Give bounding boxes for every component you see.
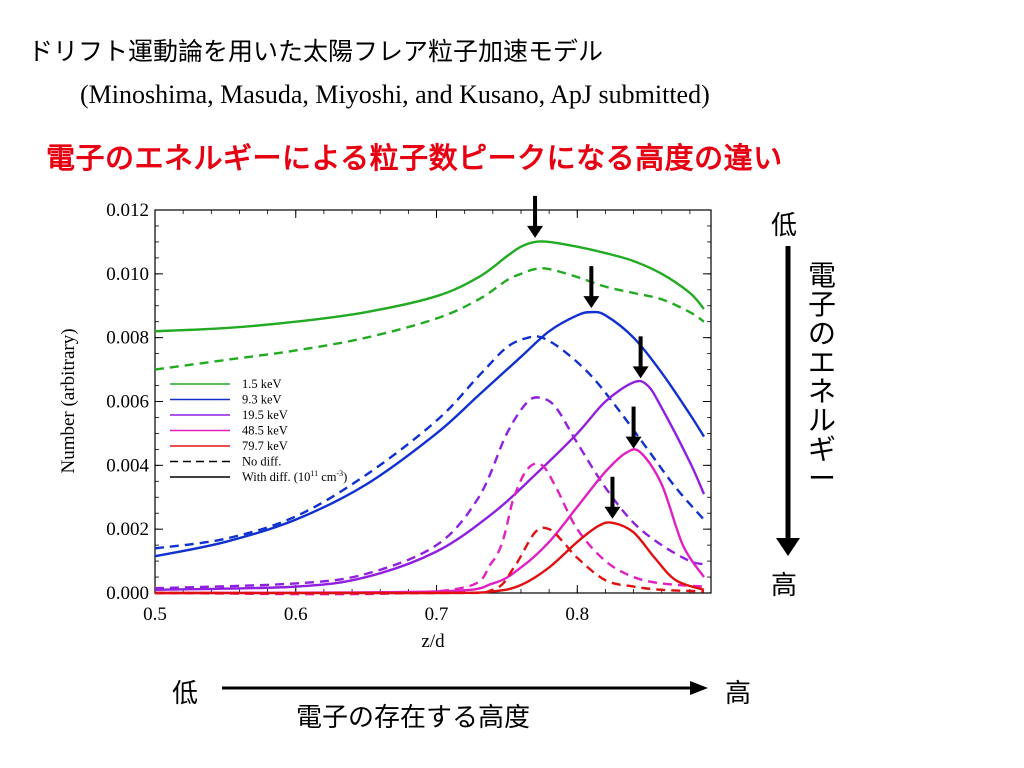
series-line [154, 462, 705, 596]
series-line [154, 335, 705, 550]
energy-axis-label: 電子のエネルギー [805, 262, 839, 494]
legend-entry: 48.5 keV [242, 424, 288, 438]
energy-label-char: 電 [807, 261, 836, 292]
series-line [154, 526, 705, 595]
plot-frame [154, 209, 712, 594]
energy-label-char: 子 [807, 290, 836, 321]
y-tick-label: 0.008 [106, 328, 149, 349]
y-tick-label: 0.002 [106, 519, 149, 540]
series-line [154, 240, 705, 333]
altitude-axis-label: 電子の存在する高度 [296, 703, 531, 732]
legend-entry: 19.5 keV [242, 408, 288, 422]
legend-entry: 1.5 keV [242, 377, 282, 391]
legend-entry: 9.3 keV [242, 393, 282, 407]
slide-subtitle: 電子のエネルギーによる粒子数ピークになる高度の違い [46, 143, 783, 175]
energy-label-char: ギ [807, 435, 836, 466]
energy-label-char: エ [807, 348, 836, 379]
x-axis-label: z/d [421, 631, 445, 652]
peak-arrow-head [632, 366, 649, 379]
y-axis-label: Number (arbitrary) [58, 328, 79, 473]
axis-ticks: 0.5 0.6 0.7 0.8 0.000 0.002 0.004 0.006 0.008 0.0… [106, 200, 711, 625]
series-line [154, 379, 706, 592]
energy-label-char: ー [807, 464, 836, 495]
series-line [154, 267, 705, 371]
x-tick-label: 0.5 [143, 604, 167, 625]
energy-arrow-head [776, 538, 800, 556]
peak-arrows [527, 195, 649, 519]
energy-low-label: 低 [771, 211, 798, 240]
y-tick-label: 0.010 [106, 264, 149, 285]
energy-label-char: ル [807, 406, 836, 437]
energy-high-label: 高 [771, 571, 798, 600]
altitude-low-label: 低 [172, 679, 199, 708]
x-tick-label: 0.7 [425, 604, 449, 625]
energy-label-char: の [807, 319, 836, 350]
peak-arrow-head [625, 436, 642, 449]
peak-arrow-head [583, 296, 600, 309]
peak-arrow-head [527, 225, 544, 238]
y-tick-label: 0.004 [106, 455, 149, 476]
y-tick-label: 0.000 [106, 583, 149, 604]
x-tick-label: 0.6 [284, 604, 308, 625]
series-line [154, 310, 705, 558]
slide-title: ドリフト運動論を用いた太陽フレア粒子加速モデル [28, 39, 604, 66]
altitude-arrow-head [690, 681, 708, 695]
energy-label-char: ネ [807, 377, 836, 408]
x-tick-label: 0.8 [565, 604, 589, 625]
series-lines [154, 240, 706, 596]
reference-citation: (Minoshima, Masuda, Miyoshi, and Kusano,… [80, 80, 710, 109]
legend-entry: 79.7 keV [242, 439, 288, 453]
peak-arrow-head [604, 506, 621, 519]
y-tick-label: 0.006 [106, 392, 149, 413]
altitude-high-label: 高 [725, 679, 752, 708]
legend-entry: No diff. [242, 455, 281, 469]
series-line [154, 396, 705, 590]
y-tick-label: 0.012 [106, 200, 149, 221]
series-line [154, 521, 705, 595]
legend-entry: With diff. (1011 cm-3) [242, 469, 347, 484]
